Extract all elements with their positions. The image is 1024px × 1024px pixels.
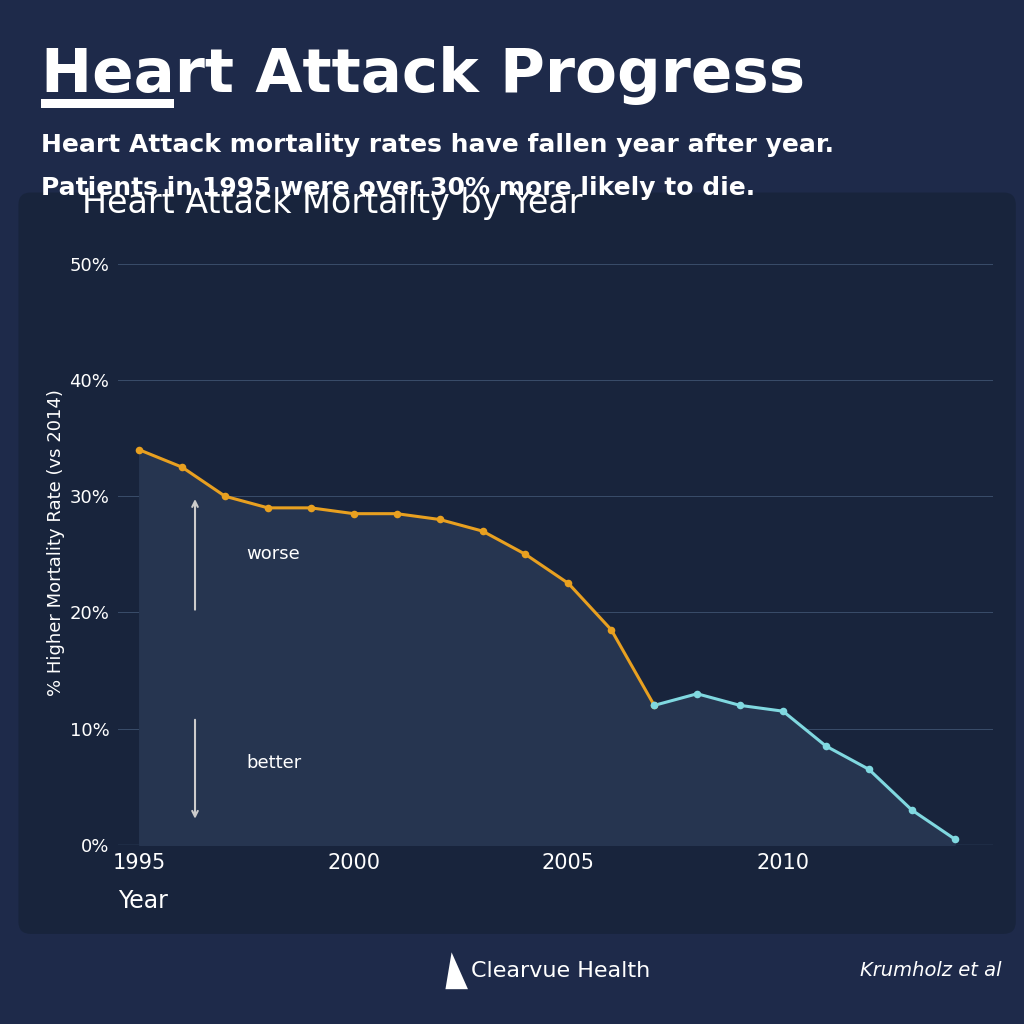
Point <box>646 697 663 714</box>
Point <box>860 761 877 777</box>
Point <box>303 500 319 516</box>
Point <box>732 697 749 714</box>
Text: Patients in 1995 were over 30% more likely to die.: Patients in 1995 were over 30% more like… <box>41 176 755 200</box>
Text: better: better <box>247 755 302 772</box>
Text: Heart Attack mortality rates have fallen year after year.: Heart Attack mortality rates have fallen… <box>41 133 834 157</box>
Point <box>131 441 147 458</box>
Text: worse: worse <box>247 546 300 563</box>
Point <box>217 488 233 505</box>
Point <box>346 506 362 522</box>
Point <box>260 500 276 516</box>
Point <box>946 830 963 847</box>
Text: Heart Attack Mortality by Year: Heart Attack Mortality by Year <box>82 187 583 220</box>
Text: Clearvue Health: Clearvue Health <box>471 961 650 981</box>
Point <box>775 703 792 720</box>
Text: Krumholz et al: Krumholz et al <box>860 962 1001 980</box>
Text: Heart Attack Progress: Heart Attack Progress <box>41 46 805 105</box>
Text: Year: Year <box>118 890 168 913</box>
Point <box>388 506 404 522</box>
Point <box>603 622 620 638</box>
Point <box>818 738 835 755</box>
Point <box>560 575 577 592</box>
Point <box>174 459 190 475</box>
Point <box>517 546 534 562</box>
Point <box>474 523 490 540</box>
Y-axis label: % Higher Mortality Rate (vs 2014): % Higher Mortality Rate (vs 2014) <box>47 389 65 696</box>
Point <box>903 802 920 818</box>
Point <box>646 697 663 714</box>
Point <box>689 686 706 702</box>
Point <box>431 511 447 527</box>
